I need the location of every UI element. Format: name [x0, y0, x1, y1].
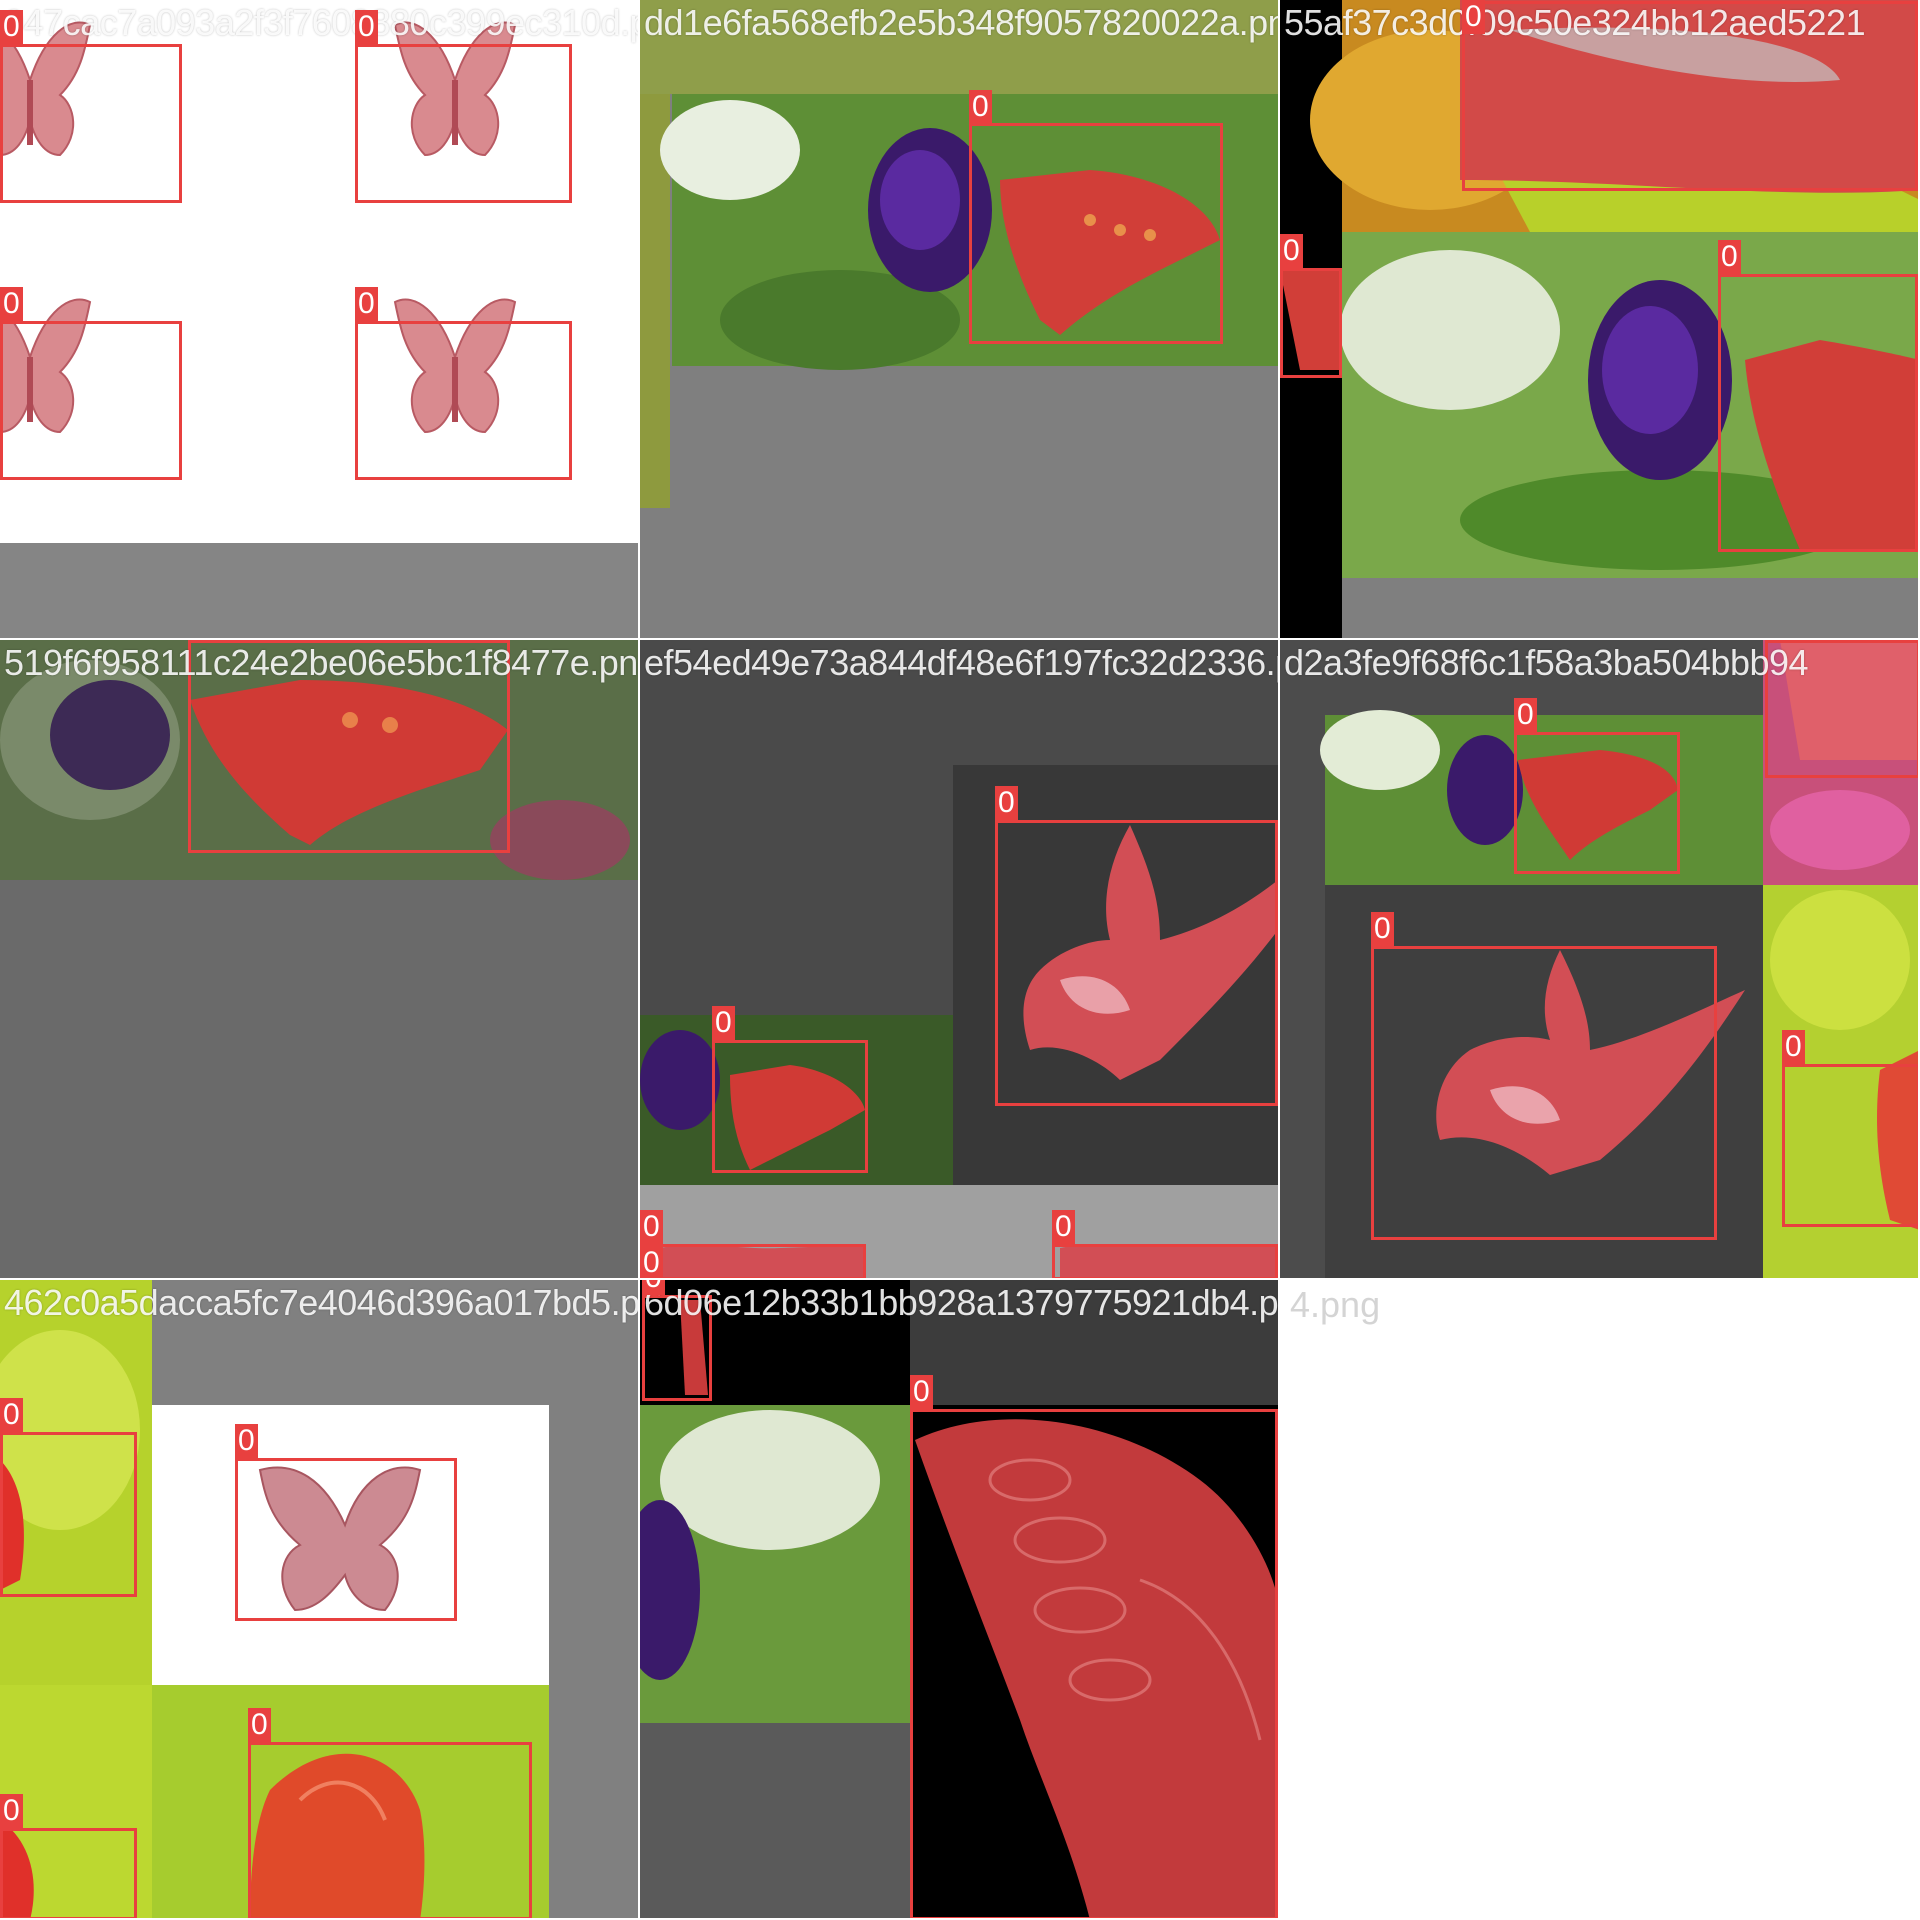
image-filename: 047cac7a093a2f3f7608880c399ec310d.png [4, 2, 638, 43]
image-filename: ef54ed49e73a844df48e6f197fc32d2336.png [644, 642, 1278, 683]
tile-image [640, 1280, 1278, 1918]
bounding-box [0, 44, 182, 203]
class-tag: 0 [1371, 912, 1394, 946]
mosaic-tile-7: 0 0 0 0 462c0a5dacca5fc7e4046d396a017bd5… [0, 1280, 638, 1918]
class-tag: 0 [1280, 234, 1303, 268]
class-tag: 0 [1782, 1030, 1805, 1064]
image-filename: d2a3fe9f68f6c1f58a3ba504bbb94 [1284, 642, 1809, 683]
bounding-box [188, 640, 510, 853]
bounding-box [1718, 274, 1918, 552]
bounding-box [1371, 946, 1717, 1240]
class-tag: 0 [995, 786, 1018, 820]
bounding-box [642, 1295, 712, 1401]
bounding-box [0, 1828, 137, 1918]
class-tag: 0 [355, 10, 378, 44]
bounding-box [0, 1432, 137, 1597]
bounding-box [910, 1409, 1278, 1918]
class-tag: 0 [642, 1280, 665, 1295]
bounding-box [1462, 1, 1918, 191]
bounding-box [1514, 732, 1680, 874]
mosaic-tile-3: 0 0 0 55af37c3d0f09c50e324bb12aed5221 [1280, 0, 1918, 638]
bounding-box [1052, 1244, 1278, 1278]
class-tag: 0 [1052, 1210, 1075, 1244]
image-filename: 519f6f958111c24e2be06e5bc1f8477e.png [4, 642, 638, 683]
tile-image [0, 0, 638, 638]
class-tag: 0 [640, 1246, 663, 1278]
class-tag: 0 [1718, 240, 1741, 274]
class-tag: 0 [1462, 0, 1485, 34]
mosaic-tile-1: 0 0 0 0 047cac7a093a2f3f7608880c399ec310… [0, 0, 638, 638]
bounding-box [995, 820, 1278, 1106]
bounding-box [0, 321, 182, 480]
class-tag: 0 [0, 287, 23, 321]
class-tag: 0 [640, 1210, 663, 1244]
class-tag: 0 [0, 10, 23, 44]
bounding-box [1782, 1064, 1918, 1227]
class-tag: 0 [0, 1794, 23, 1828]
tile-image [0, 1280, 638, 1918]
filename-overflow: 4.png [1290, 1284, 1381, 1325]
class-tag: 0 [0, 1398, 23, 1432]
tile-image [1280, 0, 1918, 638]
bounding-box [1280, 268, 1342, 378]
class-tag: 0 [712, 1006, 735, 1040]
class-tag: 0 [1514, 698, 1537, 732]
tile-image [640, 0, 1278, 638]
class-tag: 0 [188, 640, 211, 641]
bounding-box [640, 1244, 866, 1278]
grid-divider [638, 0, 640, 1920]
mosaic-tile-2: 0 dd1e6fa568efb2e5b348f9057820022a.png [640, 0, 1278, 638]
class-tag: 0 [248, 1708, 271, 1742]
tile-image [1280, 640, 1918, 1278]
bounding-box [355, 44, 572, 203]
empty-cell [1280, 1280, 1920, 1920]
class-tag: 0 [969, 90, 992, 124]
mosaic-tile-4: 0 519f6f958111c24e2be06e5bc1f8477e.png [0, 640, 638, 1278]
image-filename: 55af37c3d0f09c50e324bb12aed5221 [1284, 2, 1866, 43]
grid-divider [1278, 0, 1280, 1920]
grid-divider [0, 1278, 1920, 1280]
bounding-box [1765, 640, 1918, 778]
bounding-box [248, 1742, 532, 1918]
grid-divider [0, 638, 1920, 640]
class-tag: 0 [355, 287, 378, 321]
mosaic-tile-6: 0 0 0 0 d2a3fe9f68f6c1f58a3ba504bbb94 [1280, 640, 1918, 1278]
image-filename: 6d06e12b33b1bb928a1379775921db4.png [644, 1282, 1278, 1323]
bounding-box [235, 1458, 457, 1621]
class-tag: 0 [910, 1375, 933, 1409]
mosaic-tile-8: 0 0 6d06e12b33b1bb928a1379775921db4.png [640, 1280, 1278, 1918]
tile-image [0, 640, 638, 1278]
bounding-box [712, 1040, 868, 1173]
class-tag: 0 [235, 1424, 258, 1458]
bounding-box [969, 123, 1223, 344]
mosaic-tile-5: 0 0 0 0 0 ef54ed49e73a844df48e6f197fc32d… [640, 640, 1278, 1278]
image-filename: 462c0a5dacca5fc7e4046d396a017bd5.png [4, 1282, 638, 1323]
image-filename: dd1e6fa568efb2e5b348f9057820022a.png [644, 2, 1278, 43]
bounding-box [355, 321, 572, 480]
